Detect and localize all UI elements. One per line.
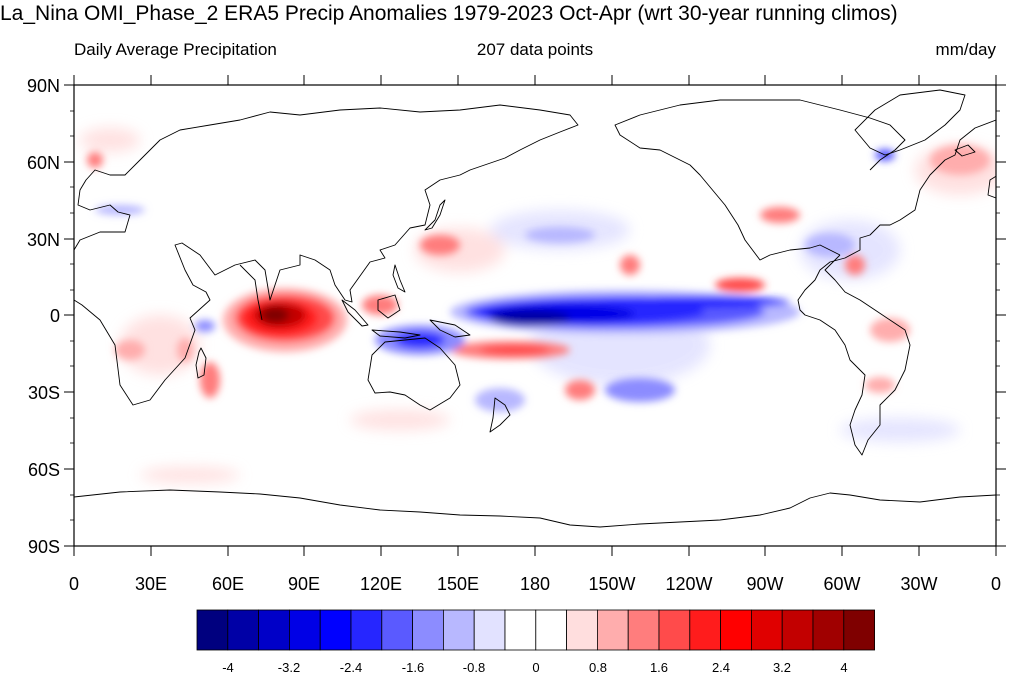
lon-label: 0: [69, 574, 79, 594]
lon-label: 120W: [665, 574, 712, 594]
lon-label: 30E: [135, 574, 167, 594]
colorbar-box: [689, 609, 721, 651]
colorbar-box: [781, 609, 814, 651]
colorbar-box: [535, 609, 567, 651]
colorbar-box: [319, 609, 352, 651]
colorbar: [196, 609, 875, 651]
colorbar-box: [258, 609, 290, 651]
colorbar-box: [597, 609, 629, 651]
colorbar-box: [566, 609, 598, 651]
figure-title: La_Nina OMI_Phase_2 ERA5 Precip Anomalie…: [0, 2, 898, 25]
colorbar-box: [412, 609, 444, 651]
colorbar-box: [658, 609, 691, 651]
lon-ticks: [73, 75, 997, 556]
lon-label: 180: [520, 574, 550, 594]
colorbar-label: 0: [532, 660, 539, 675]
lat-label: 90S: [28, 537, 60, 557]
lat-label: 60S: [28, 460, 60, 480]
colorbar-label: 0.8: [589, 660, 607, 675]
colorbar-label: -4: [222, 660, 234, 675]
coastlines: [74, 89, 996, 528]
colorbar-label: -3.2: [278, 660, 300, 675]
colorbar-box: [473, 609, 506, 651]
lat-labels: 90N 60N 30N 0 30S 60S 90S: [27, 76, 60, 557]
colorbar-label: 4: [840, 660, 847, 675]
colorbar-label: 2.4: [712, 660, 730, 675]
colorbar-box: [350, 609, 383, 651]
lon-label: 90E: [288, 574, 320, 594]
colorbar-box: [751, 609, 783, 651]
lon-label: 150W: [588, 574, 635, 594]
subtitle-left: Daily Average Precipitation: [74, 40, 277, 59]
colorbar-labels: -4 -3.2 -2.4 -1.6 -0.8 0 0.8 1.6 2.4 3.2…: [222, 660, 847, 675]
colorbar-box: [812, 609, 845, 651]
colorbar-label: -1.6: [402, 660, 424, 675]
colorbar-box: [720, 609, 752, 651]
colorbar-box: [627, 609, 660, 651]
colorbar-label: -0.8: [463, 660, 485, 675]
lat-label: 60N: [27, 153, 60, 173]
lat-label: 90N: [27, 76, 60, 96]
lon-label: 150E: [437, 574, 479, 594]
lat-ticks: [64, 84, 1006, 547]
colorbar-label: 1.6: [650, 660, 668, 675]
anomaly-field: [80, 128, 996, 483]
lon-labels: 0 30E 60E 90E 120E 150E 180 150W 120W 90…: [69, 574, 1001, 594]
lat-label: 0: [50, 306, 60, 326]
lat-label: 30S: [28, 383, 60, 403]
lon-label: 60E: [212, 574, 244, 594]
lon-label: 120E: [360, 574, 402, 594]
colorbar-box: [288, 609, 321, 651]
colorbar-box: [196, 609, 229, 651]
colorbar-label: -2.4: [340, 660, 362, 675]
colorbar-box: [843, 609, 875, 651]
colorbar-box: [227, 609, 260, 651]
lat-label: 30N: [27, 230, 60, 250]
lon-label: 30W: [900, 574, 937, 594]
subtitle-right: mm/day: [935, 40, 996, 59]
colorbar-box: [504, 609, 537, 651]
subtitle-center: 207 data points: [476, 40, 594, 59]
colorbar-box: [381, 609, 413, 651]
colorbar-box: [442, 609, 475, 651]
lon-label: 60W: [823, 574, 860, 594]
lon-label: 0: [991, 574, 1001, 594]
colorbar-label: 3.2: [773, 660, 791, 675]
lon-label: 90W: [746, 574, 783, 594]
